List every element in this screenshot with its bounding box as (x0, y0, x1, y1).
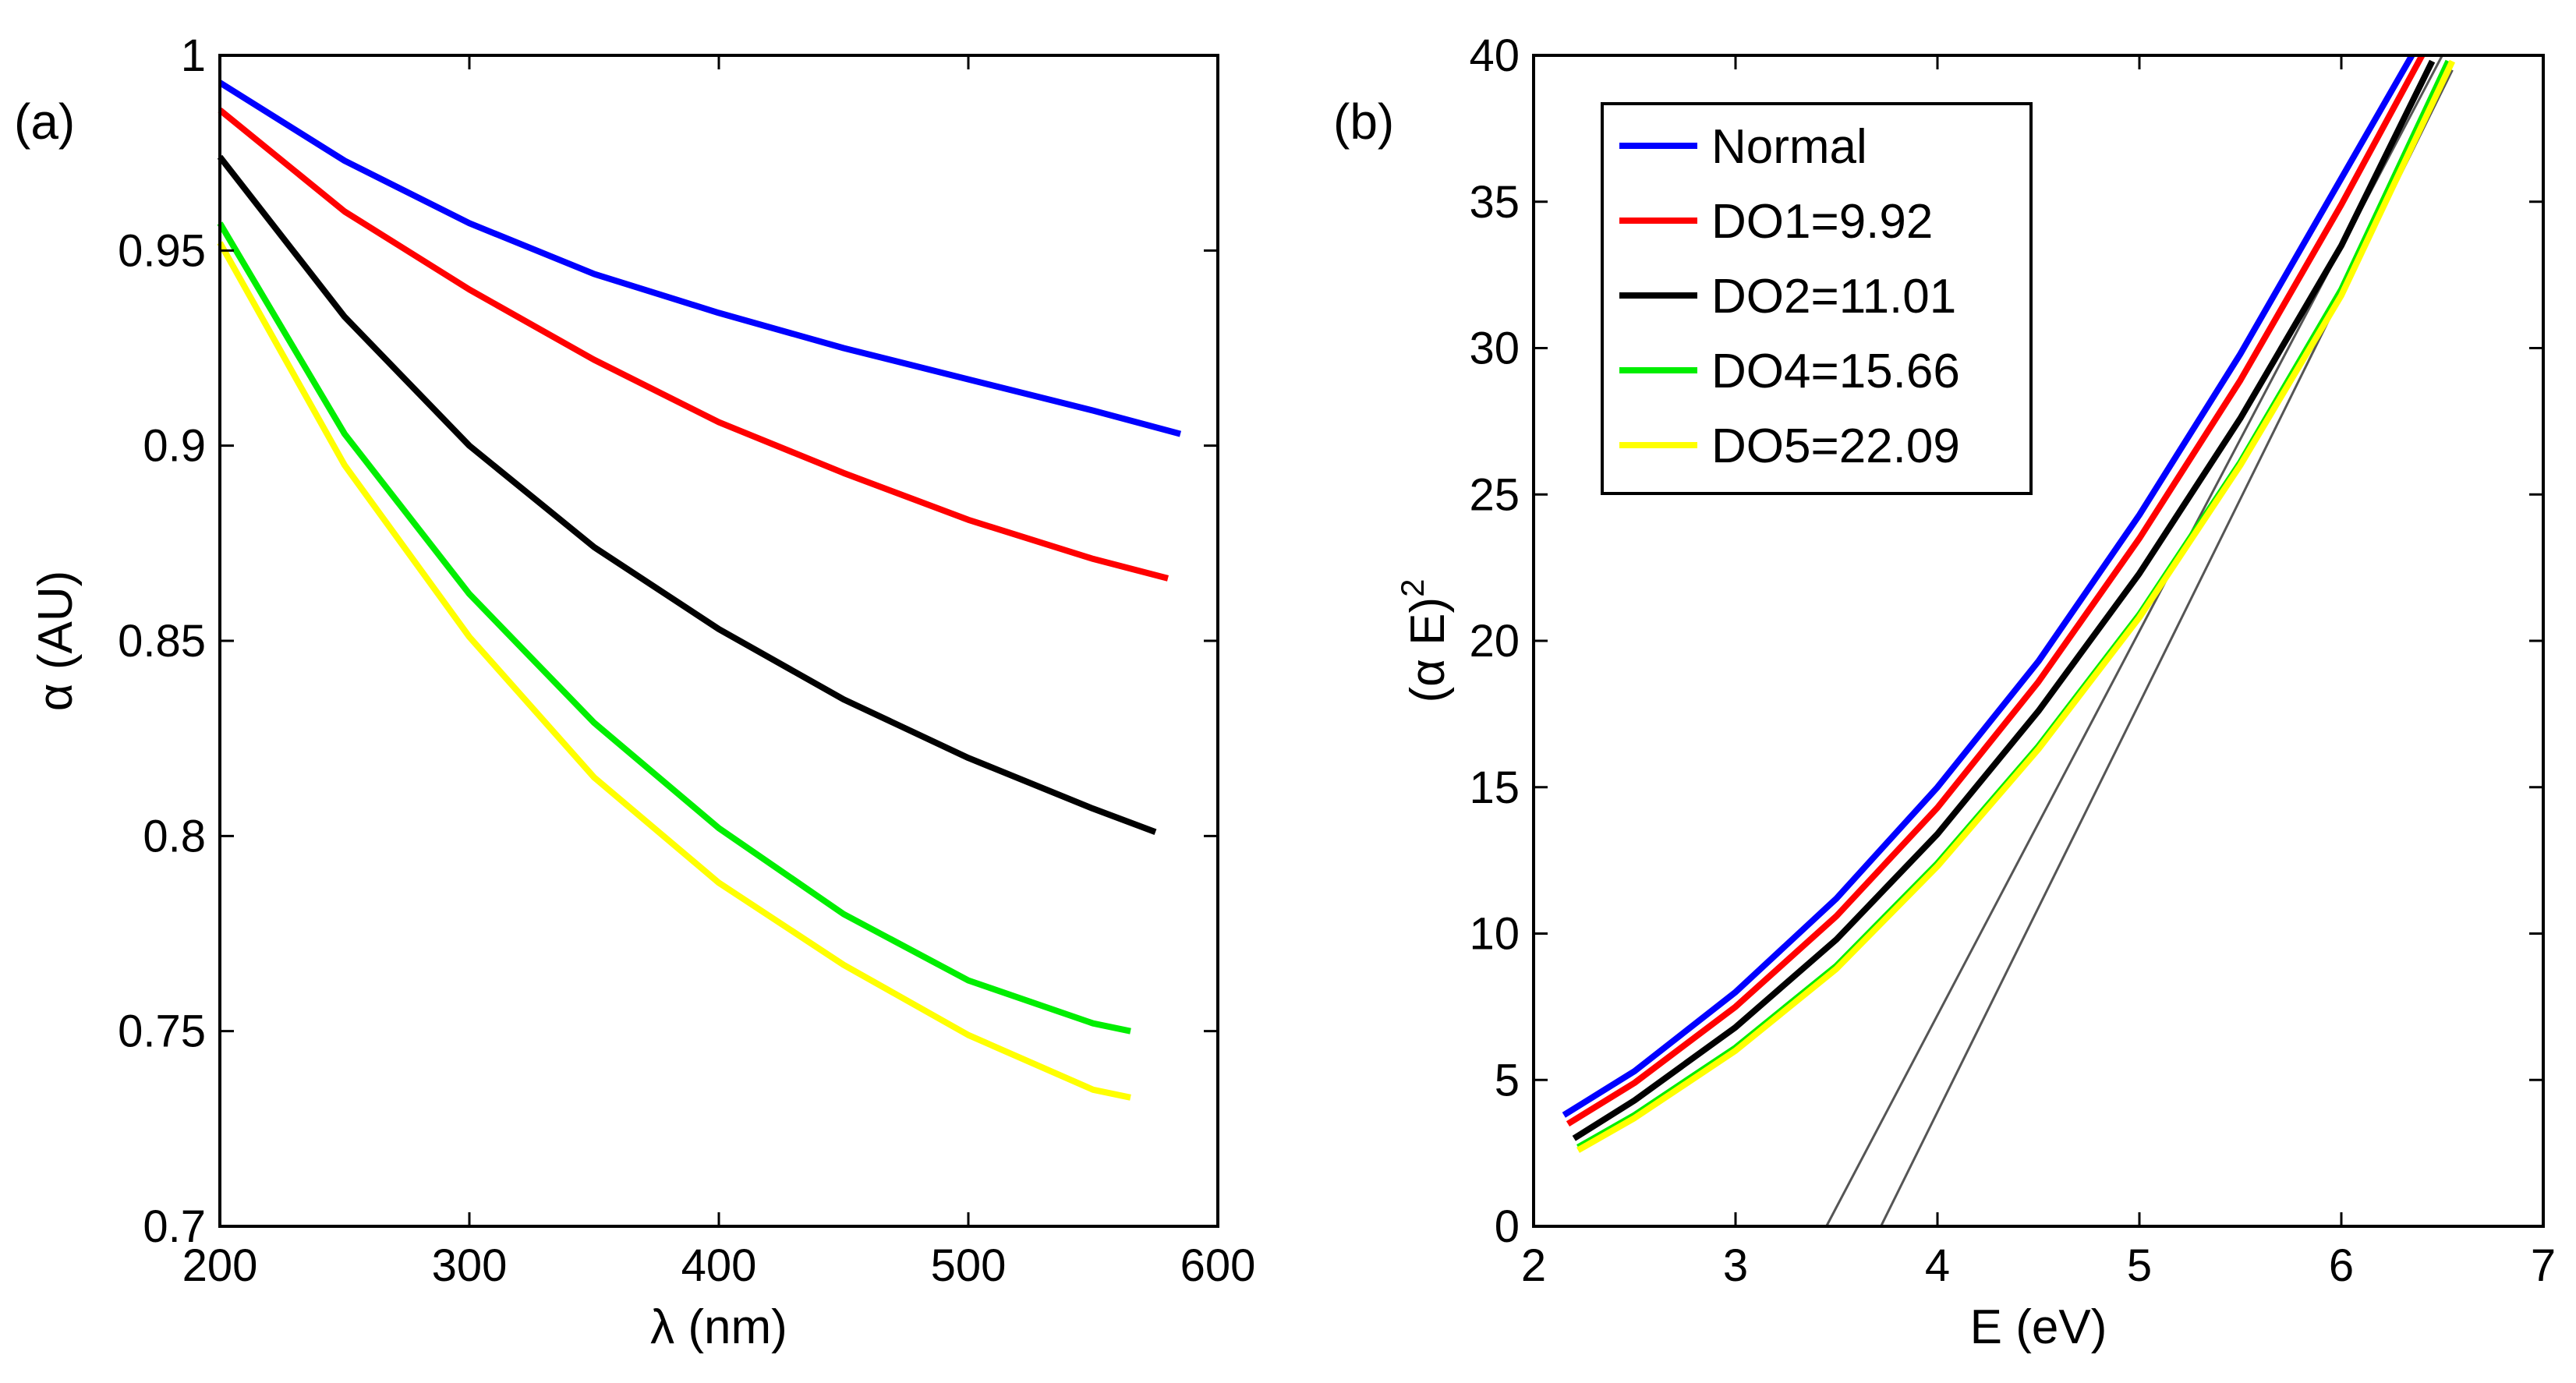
y-tick-label: 40 (1469, 30, 1520, 81)
panel-label: (a) (14, 94, 75, 150)
series-line-do2-11-01 (1572, 59, 2436, 1141)
legend-entry: DO4=15.66 (1711, 345, 1960, 398)
y-tick-label: 15 (1469, 762, 1520, 813)
series-line-do4-15-66 (217, 221, 1131, 1035)
series-line-normal (218, 80, 1182, 437)
x-tick-label: 6 (2329, 1240, 2354, 1291)
legend-entry: DO5=22.09 (1711, 419, 1960, 473)
y-tick-label: 0.8 (143, 811, 206, 861)
x-tick-label: 4 (1925, 1240, 1950, 1291)
x-tick-label: 600 (1180, 1240, 1256, 1291)
legend: Normal DO1=9.92 DO2=11.01 DO4=15.66 DO5=22.0… (1601, 102, 2033, 495)
x-axis-label: E (eV) (1970, 1300, 2107, 1354)
y-tick-label: 0.9 (143, 421, 206, 472)
series-line-do1-9-92 (1566, 54, 2426, 1127)
y-tick-label: 1 (181, 30, 206, 81)
y-tick-label: 0.7 (143, 1201, 206, 1252)
x-tick-label: 5 (2127, 1240, 2152, 1291)
x-tick-label: 7 (2531, 1240, 2556, 1291)
y-tick-label: 10 (1469, 909, 1520, 960)
panel-label: (b) (1333, 94, 1394, 150)
y-tick-label: 25 (1469, 469, 1520, 520)
y-axis-label: (α E)2 (1394, 578, 1455, 702)
y-tick-label: 5 (1495, 1055, 1520, 1105)
x-tick-label: 300 (432, 1240, 508, 1291)
series-line-normal (1562, 54, 2415, 1118)
y-tick-label: 20 (1469, 616, 1520, 667)
legend-entry: Normal (1711, 120, 1867, 174)
series-line-do5-22-09 (217, 241, 1131, 1101)
y-tick-label: 0 (1495, 1201, 1520, 1252)
x-axis-label: λ (nm) (650, 1300, 787, 1354)
y-axis-label-text: α (AU) (29, 571, 83, 712)
legend-entry: DO1=9.92 (1711, 195, 1933, 249)
panel-a: 200 300 400 500 600 0.7 0.75 0.8 0.85 0.9 0.95 1 λ (… (14, 30, 1255, 1354)
series-line-do5-22-09 (1576, 59, 2456, 1153)
y-tick-label: 0.75 (118, 1006, 206, 1057)
y-tick-label: 0.85 (118, 616, 206, 667)
y-tick-label: 35 (1469, 177, 1520, 228)
series-line-do2-11-01 (217, 154, 1157, 836)
y-axis-label-superscript: 2 (1394, 578, 1431, 596)
x-tick-label: 3 (1723, 1240, 1748, 1291)
plot-frame (218, 54, 1219, 1228)
y-tick-label: 0.95 (118, 225, 206, 276)
x-tick-label: 500 (931, 1240, 1007, 1291)
y-axis-label: α (AU) (29, 571, 83, 712)
y-tick-label: 30 (1469, 324, 1520, 374)
x-tick-label: 2 (1521, 1240, 1546, 1291)
x-tick-label: 400 (681, 1240, 757, 1291)
y-axis-label-text: (α E) (1401, 597, 1455, 703)
legend-entry: DO2=11.01 (1711, 270, 1956, 324)
x-tick-label: 200 (182, 1240, 258, 1291)
series-line-do1-9-92 (218, 107, 1169, 582)
